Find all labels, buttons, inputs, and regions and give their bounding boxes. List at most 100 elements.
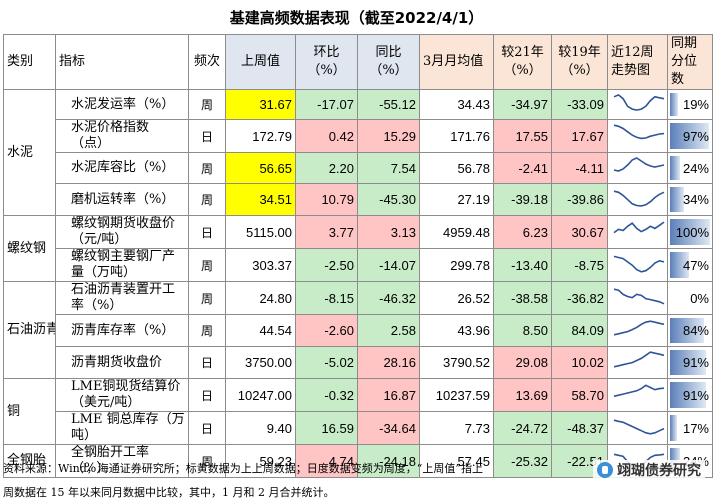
yoy-cell: 7.54: [357, 152, 420, 184]
wechat-logo-icon: [597, 462, 613, 478]
frequency-cell: 周: [188, 314, 226, 347]
table-row: 水泥库容比（%） 周 56.65 2.20 7.54 56.78 -2.41 -4.11 24%: [4, 152, 713, 184]
trend-sparkline: [613, 255, 665, 273]
percentile-bar: [670, 123, 709, 149]
indicator-cell: 水泥价格指数 （点）: [55, 119, 189, 153]
march-avg-cell: 27.19: [419, 183, 494, 216]
last-week-cell: 31.67: [225, 89, 296, 120]
trend-sparkline-cell: [607, 152, 668, 184]
percentile-bar: [670, 318, 704, 343]
march-avg-cell: 299.78: [419, 248, 494, 282]
trend-line: [613, 320, 665, 336]
frequency-cell: 周: [188, 152, 226, 184]
trend-line: [613, 190, 665, 207]
percentile-bar: [670, 187, 684, 212]
indicator-unit: 率（%）: [71, 298, 123, 313]
trend-sparkline: [613, 157, 665, 172]
header-indicator: 指标: [55, 34, 189, 90]
vs19-cell: -4.11: [551, 152, 608, 184]
category-cell: 水泥: [3, 89, 56, 216]
vs19-cell: -36.82: [551, 281, 608, 315]
yoy-cell: 2.58: [357, 314, 420, 347]
vs19-cell: -48.37: [551, 411, 608, 445]
last-week-cell: 34.51: [225, 183, 296, 216]
category-cell: 铜: [3, 378, 56, 445]
footnote-line-2: 周数据在 15 年以来同月数据中比较，其中，1 月和 2 月合并统计。: [3, 486, 335, 499]
vs21-cell: -34.97: [493, 89, 552, 120]
header-yoy: 同比（%）: [357, 34, 420, 90]
indicator-cell: 沥青期货收盘价: [55, 346, 189, 379]
march-avg-cell: 7.73: [419, 411, 494, 445]
percentile-cell: 91%: [667, 346, 713, 379]
wow-cell: 3.77: [295, 215, 358, 249]
percentile-bar: [670, 252, 689, 278]
wow-cell: -2.50: [295, 248, 358, 282]
wow-cell: -5.02: [295, 346, 358, 379]
vs21-cell: 29.08: [493, 346, 552, 379]
frequency-cell: 周: [188, 444, 226, 478]
last-week-cell: 9.40: [225, 411, 296, 445]
percentile-bar: [670, 382, 707, 408]
march-avg-cell: 171.76: [419, 119, 494, 153]
percentile-bar: [670, 350, 707, 375]
last-week-cell: 303.37: [225, 248, 296, 282]
yoy-cell: -46.32: [357, 281, 420, 315]
percentile-bar: [670, 156, 680, 180]
percentile-value: 84%: [682, 323, 709, 338]
indicator-unit: 量（万吨）: [71, 265, 137, 280]
header-percentile: 同期分位数: [667, 34, 713, 90]
march-avg-cell: 4959.48: [419, 215, 494, 249]
table-row: LME 铜总库存（万 吨）日 9.40 16.59 -34.64 7.73 -24.72 -4…: [4, 411, 713, 445]
wow-cell: 10.79: [295, 183, 358, 216]
frequency-cell: 日: [188, 411, 226, 445]
trend-line: [613, 124, 665, 140]
category-cell: 全钢胎: [3, 444, 56, 478]
vs21-cell: -2.41: [493, 152, 552, 184]
trend-sparkline-cell: [607, 248, 668, 282]
indicator-cell: 螺纹钢期货收盘价 （元/吨）: [55, 215, 189, 249]
indicator-name: 水泥价格指数: [71, 120, 150, 136]
trend-sparkline: [613, 351, 665, 368]
vs19-cell: -8.75: [551, 248, 608, 282]
trend-sparkline: [613, 190, 665, 207]
header-category: 类别: [3, 34, 56, 90]
vs21-cell: -25.32: [493, 444, 552, 478]
table-row: 铜 LME铜现货结算价 （美元/吨）日 10247.00 -0.32 16.87 10237…: [3, 378, 713, 445]
last-week-cell: 10247.00: [225, 378, 296, 412]
percentile-value: 91%: [682, 387, 709, 403]
trend-line: [613, 255, 665, 273]
header-row: 类别 指标 频次 上周值 环比（%） 同比（%） 3月月均值 较21年（%） 较…: [3, 34, 713, 90]
table-title: 基建高频数据表现（截至2022/4/1）: [229, 9, 484, 27]
wow-cell: 16.59: [295, 411, 358, 445]
indicator-name: 水泥库容比（%）: [71, 160, 175, 175]
table-row: 石油沥青 石油沥青装置开工 率（%）周 24.80 -8.15 -46.32 26.52 -3…: [3, 281, 713, 379]
indicator-cell: 水泥发运率（%）: [55, 89, 189, 120]
frequency-cell: 日: [188, 119, 226, 153]
trend-sparkline: [613, 220, 665, 233]
trend-sparkline-cell: [607, 314, 668, 347]
last-week-cell: 24.80: [225, 281, 296, 315]
march-avg-cell: 56.78: [419, 152, 494, 184]
indicator-cell: 石油沥青装置开工 率（%）: [55, 281, 189, 315]
trend-line: [613, 418, 665, 435]
vs19-cell: 30.67: [551, 215, 608, 249]
last-week-cell: 172.79: [225, 119, 296, 153]
indicator-name: LME 铜总库存（万: [71, 412, 185, 428]
trend-sparkline: [613, 320, 665, 336]
trend-sparkline-cell: [607, 346, 668, 379]
indicator-unit: （%）: [71, 461, 110, 476]
table-row: 螺纹钢 螺纹钢期货收盘价 （元/吨）日 5115.00 3.77 3.13 4959.48 6…: [3, 215, 713, 282]
trend-sparkline-cell: [607, 411, 668, 445]
watermark: 翊瑚债券研究: [593, 460, 705, 480]
table-row: 沥青期货收盘价 日 3750.00 -5.02 28.16 3790.52 29.08 10.…: [4, 346, 713, 379]
table-row: 水泥价格指数 （点）日 172.79 0.42 15.29 171.76 17.55 17.6…: [4, 119, 713, 153]
vs19-cell: 17.67: [551, 119, 608, 153]
indicator-name: 磨机运转率（%）: [71, 191, 175, 207]
indicator-name: 石油沥青装置开工: [71, 282, 176, 298]
trend-line: [613, 220, 665, 233]
category-cell: 石油沥青: [3, 281, 56, 379]
frequency-cell: 日: [188, 378, 226, 412]
trend-line: [613, 384, 665, 398]
vs21-cell: -24.72: [493, 411, 552, 445]
frequency-cell: 周: [188, 281, 226, 315]
